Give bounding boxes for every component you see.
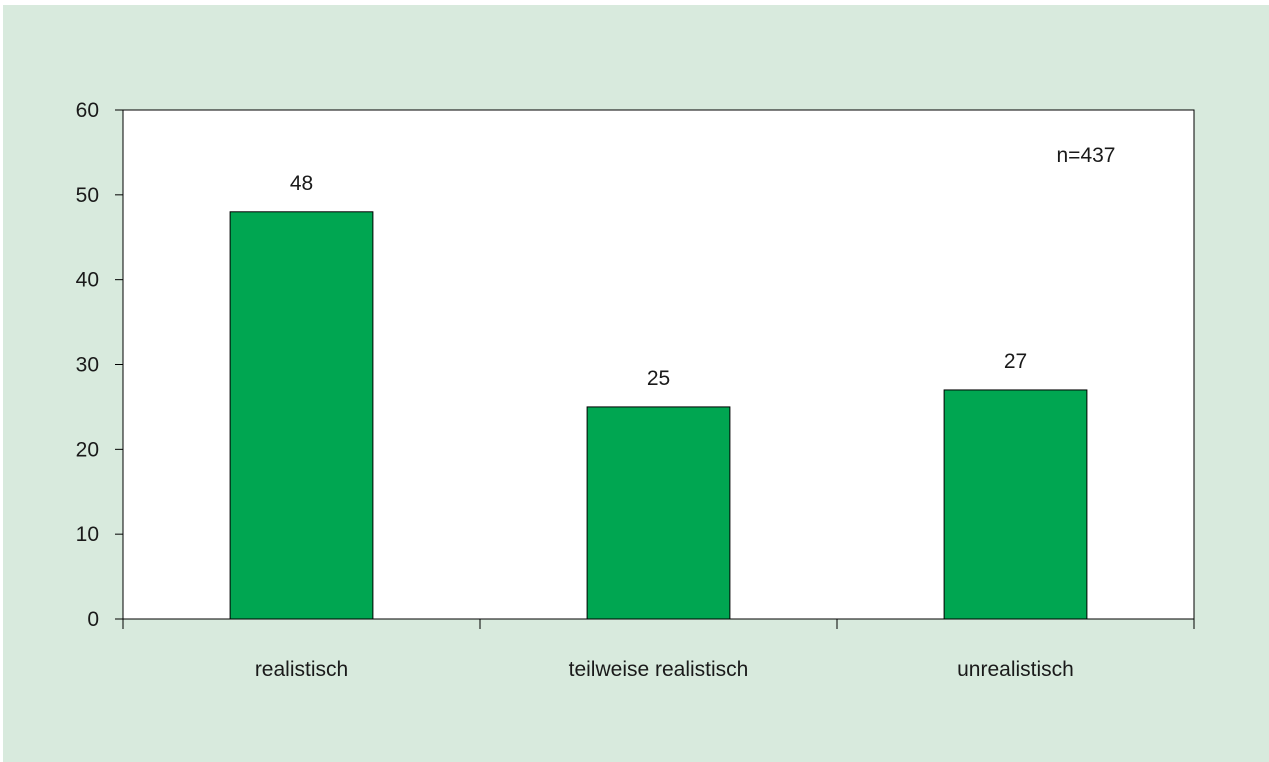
y-tick-label: 30 <box>76 354 99 377</box>
y-tick-label: 20 <box>76 438 99 461</box>
bar-value-label: 27 <box>1004 350 1027 373</box>
sample-size-annotation: n=437 <box>1057 144 1116 167</box>
bar-value-label: 25 <box>647 367 670 390</box>
x-category-label: realistisch <box>255 658 348 681</box>
y-axis: 0 10 20 30 40 50 60 <box>76 99 123 631</box>
bar-value-label: 48 <box>290 172 313 195</box>
x-category-label: unrealistisch <box>957 658 1074 681</box>
bar-series <box>229 211 1088 620</box>
y-tick-label: 50 <box>76 184 99 207</box>
y-tick-label: 40 <box>76 269 99 292</box>
bar <box>229 211 374 620</box>
y-tick-label: 10 <box>76 523 99 546</box>
y-tick-label: 0 <box>87 608 99 631</box>
y-tick-label: 60 <box>76 99 99 122</box>
bar <box>586 406 731 620</box>
data-labels: 48 25 27 <box>290 172 1027 390</box>
bar <box>943 389 1088 620</box>
x-category-label: teilweise realistisch <box>569 658 749 681</box>
x-axis: realistisch teilweise realistisch unrealis… <box>122 619 1195 681</box>
